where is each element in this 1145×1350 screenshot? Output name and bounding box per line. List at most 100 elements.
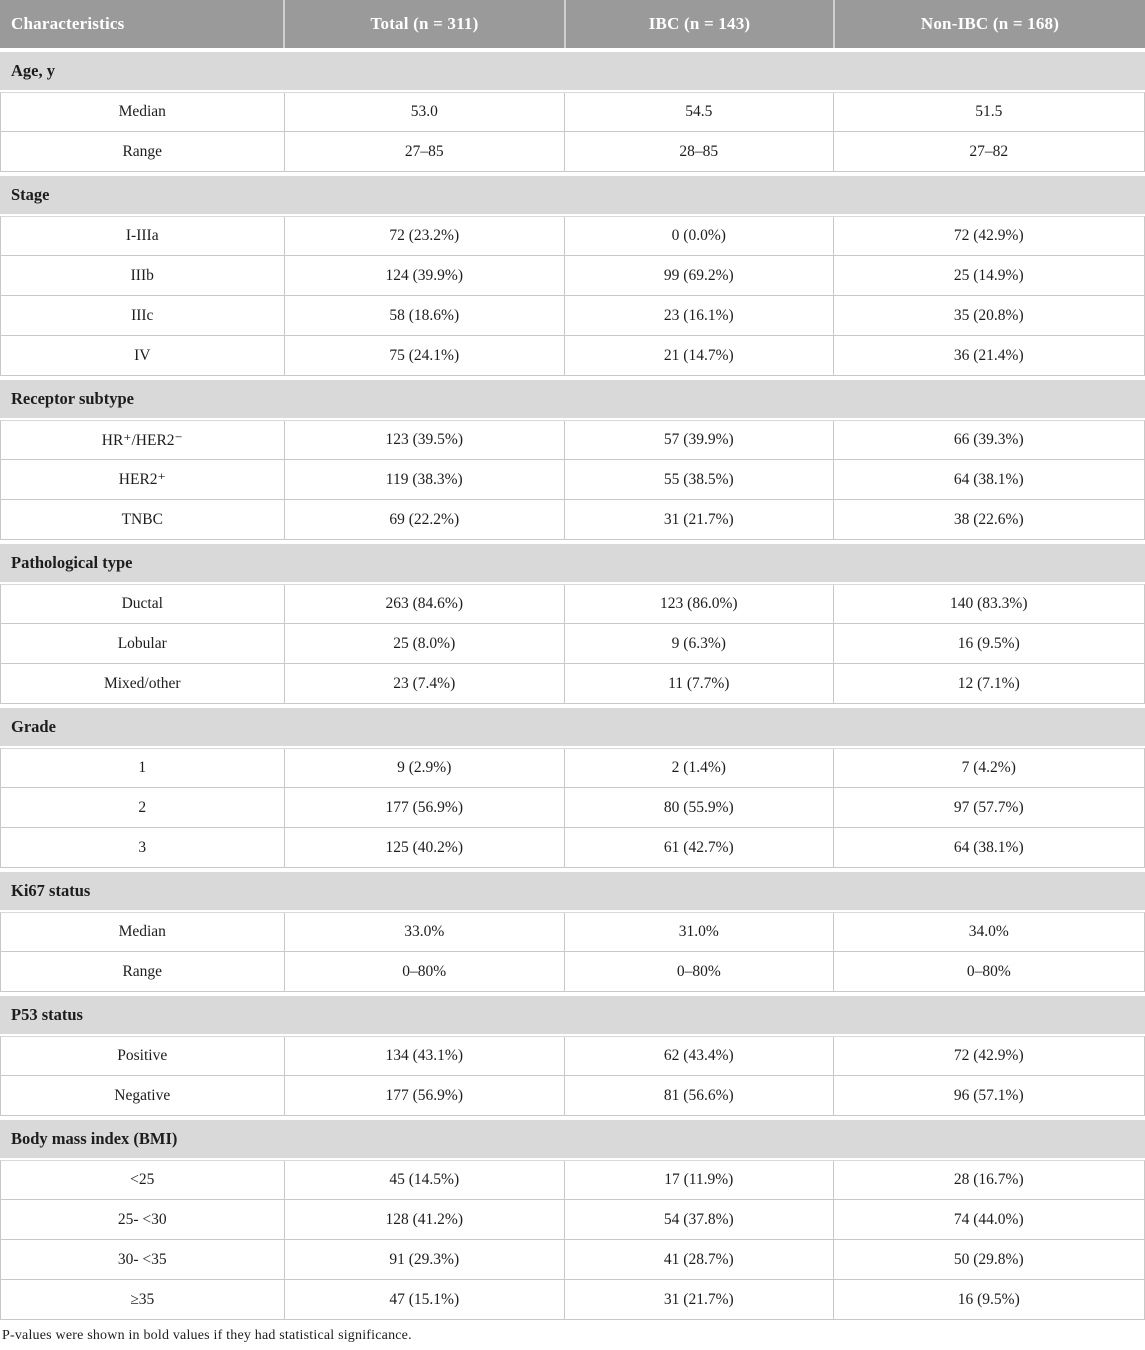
cell-ibc: 31 (21.7%) [564, 500, 833, 539]
section-rows-stage: I-IIIa 72 (23.2%) 0 (0.0%) 72 (42.9%) II… [0, 216, 1145, 376]
row-label: <25 [130, 1171, 155, 1188]
column-header-ibc: IBC (n = 143) [564, 0, 833, 48]
table-row: Range 0–80% 0–80% 0–80% [0, 952, 1145, 992]
cell-total: 9 (2.9%) [283, 749, 565, 787]
row-label: IV [134, 346, 151, 364]
section-rows-grade: 1 9 (2.9%) 2 (1.4%) 7 (4.2%) 2 177 (56.9… [0, 748, 1145, 868]
cell-total: 53.0 [283, 93, 565, 131]
table-row: 1 9 (2.9%) 2 (1.4%) 7 (4.2%) [0, 748, 1145, 788]
cell-non-ibc: 38 (22.6%) [832, 500, 1144, 539]
cell-non-ibc: 66 (39.3%) [832, 421, 1144, 459]
table-row: IV 75 (24.1%) 21 (14.7%) 36 (21.4%) [0, 336, 1145, 376]
section-header-bmi: Body mass index (BMI) [0, 1120, 1145, 1158]
cell-non-ibc: 0–80% [832, 952, 1144, 991]
table-row: Range 27–85 28–85 27–82 [0, 132, 1145, 172]
cell-total: 123 (39.5%) [283, 421, 565, 459]
table-row: I-IIIa 72 (23.2%) 0 (0.0%) 72 (42.9%) [0, 216, 1145, 256]
cell-non-ibc: 12 (7.1%) [832, 664, 1144, 703]
cell-ibc: 11 (7.7%) [564, 664, 833, 703]
row-label: 1 [138, 759, 147, 776]
column-header-total: Total (n = 311) [283, 0, 564, 48]
row-label: HER2⁺ [118, 471, 166, 488]
cell-non-ibc: 64 (38.1%) [832, 460, 1144, 499]
cell-total: 47 (15.1%) [283, 1280, 565, 1319]
section-rows-ki67-status: Median 33.0% 31.0% 34.0% Range 0–80% 0–8… [0, 912, 1145, 992]
row-label: 2 [138, 798, 147, 816]
table-row: IIIb 124 (39.9%) 99 (69.2%) 25 (14.9%) [0, 256, 1145, 296]
cell-ibc: 54.5 [564, 93, 833, 131]
section-header-grade: Grade [0, 708, 1145, 746]
table-row: ≥35 47 (15.1%) 31 (21.7%) 16 (9.5%) [0, 1280, 1145, 1320]
table-row: <25 45 (14.5%) 17 (11.9%) 28 (16.7%) [0, 1160, 1145, 1200]
cell-ibc: 54 (37.8%) [564, 1200, 833, 1239]
row-label: 3 [138, 838, 147, 856]
cell-ibc: 0–80% [564, 952, 833, 991]
cell-non-ibc: 28 (16.7%) [832, 1161, 1144, 1199]
cell-total: 128 (41.2%) [283, 1200, 565, 1239]
row-label: Positive [117, 1047, 168, 1064]
cell-ibc: 99 (69.2%) [564, 256, 833, 295]
cell-ibc: 123 (86.0%) [564, 585, 833, 623]
table-row: HR⁺/HER2⁻ 123 (39.5%) 57 (39.9%) 66 (39.… [0, 420, 1145, 460]
table-row: 3 125 (40.2%) 61 (42.7%) 64 (38.1%) [0, 828, 1145, 868]
row-label: Ductal [121, 595, 163, 612]
section-header-age: Age, y [0, 52, 1145, 90]
cell-total: 124 (39.9%) [283, 256, 565, 295]
section-header-pathological-type: Pathological type [0, 544, 1145, 582]
cell-ibc: 17 (11.9%) [564, 1161, 833, 1199]
cell-non-ibc: 36 (21.4%) [832, 336, 1144, 375]
section-rows-age: Median 53.0 54.5 51.5 Range 27–85 28–85 … [0, 92, 1145, 172]
cell-ibc: 80 (55.9%) [564, 788, 833, 827]
cell-ibc: 28–85 [564, 132, 833, 171]
row-label: ≥35 [130, 1290, 155, 1308]
table-row: Mixed/other 23 (7.4%) 11 (7.7%) 12 (7.1%… [0, 664, 1145, 704]
column-header-non-ibc: Non-IBC (n = 168) [833, 0, 1145, 48]
row-label: Median [118, 103, 166, 120]
cell-ibc: 21 (14.7%) [564, 336, 833, 375]
section-header-p53-status: P53 status [0, 996, 1145, 1034]
cell-ibc: 61 (42.7%) [564, 828, 833, 867]
row-label: Mixed/other [103, 674, 181, 692]
cell-total: 75 (24.1%) [283, 336, 565, 375]
row-label: Range [122, 962, 163, 980]
cell-non-ibc: 35 (20.8%) [832, 296, 1144, 335]
cell-total: 119 (38.3%) [283, 460, 565, 499]
cell-non-ibc: 16 (9.5%) [832, 1280, 1144, 1319]
row-label: IIIc [131, 306, 154, 324]
cell-total: 177 (56.9%) [283, 788, 565, 827]
row-label: Lobular [117, 634, 167, 652]
row-label: HR⁺/HER2⁻ [101, 431, 183, 449]
cell-non-ibc: 140 (83.3%) [832, 585, 1144, 623]
cell-non-ibc: 16 (9.5%) [832, 624, 1144, 663]
table-row: Negative 177 (56.9%) 81 (56.6%) 96 (57.1… [0, 1076, 1145, 1116]
table-row: TNBC 69 (22.2%) 31 (21.7%) 38 (22.6%) [0, 500, 1145, 540]
table-row: IIIc 58 (18.6%) 23 (16.1%) 35 (20.8%) [0, 296, 1145, 336]
cell-ibc: 9 (6.3%) [564, 624, 833, 663]
cell-total: 23 (7.4%) [283, 664, 565, 703]
cell-non-ibc: 34.0% [832, 913, 1144, 951]
cell-total: 33.0% [283, 913, 565, 951]
cell-total: 0–80% [283, 952, 565, 991]
cell-total: 91 (29.3%) [283, 1240, 565, 1279]
cell-non-ibc: 50 (29.8%) [832, 1240, 1144, 1279]
cell-ibc: 23 (16.1%) [564, 296, 833, 335]
section-header-ki67-status: Ki67 status [0, 872, 1145, 910]
cell-total: 263 (84.6%) [283, 585, 565, 623]
table-row: 2 177 (56.9%) 80 (55.9%) 97 (57.7%) [0, 788, 1145, 828]
section-rows-p53-status: Positive 134 (43.1%) 62 (43.4%) 72 (42.9… [0, 1036, 1145, 1116]
section-header-stage: Stage [0, 176, 1145, 214]
cell-non-ibc: 72 (42.9%) [832, 217, 1144, 255]
cell-ibc: 2 (1.4%) [564, 749, 833, 787]
cell-ibc: 62 (43.4%) [564, 1037, 833, 1075]
cell-total: 134 (43.1%) [283, 1037, 565, 1075]
cell-total: 27–85 [283, 132, 565, 171]
cell-total: 177 (56.9%) [283, 1076, 565, 1115]
cell-non-ibc: 72 (42.9%) [832, 1037, 1144, 1075]
row-label: Range [122, 142, 163, 160]
section-rows-pathological-type: Ductal 263 (84.6%) 123 (86.0%) 140 (83.3… [0, 584, 1145, 704]
table-row: HER2⁺ 119 (38.3%) 55 (38.5%) 64 (38.1%) [0, 460, 1145, 500]
cell-ibc: 31.0% [564, 913, 833, 951]
row-label: TNBC [121, 510, 163, 528]
cell-non-ibc: 96 (57.1%) [832, 1076, 1144, 1115]
